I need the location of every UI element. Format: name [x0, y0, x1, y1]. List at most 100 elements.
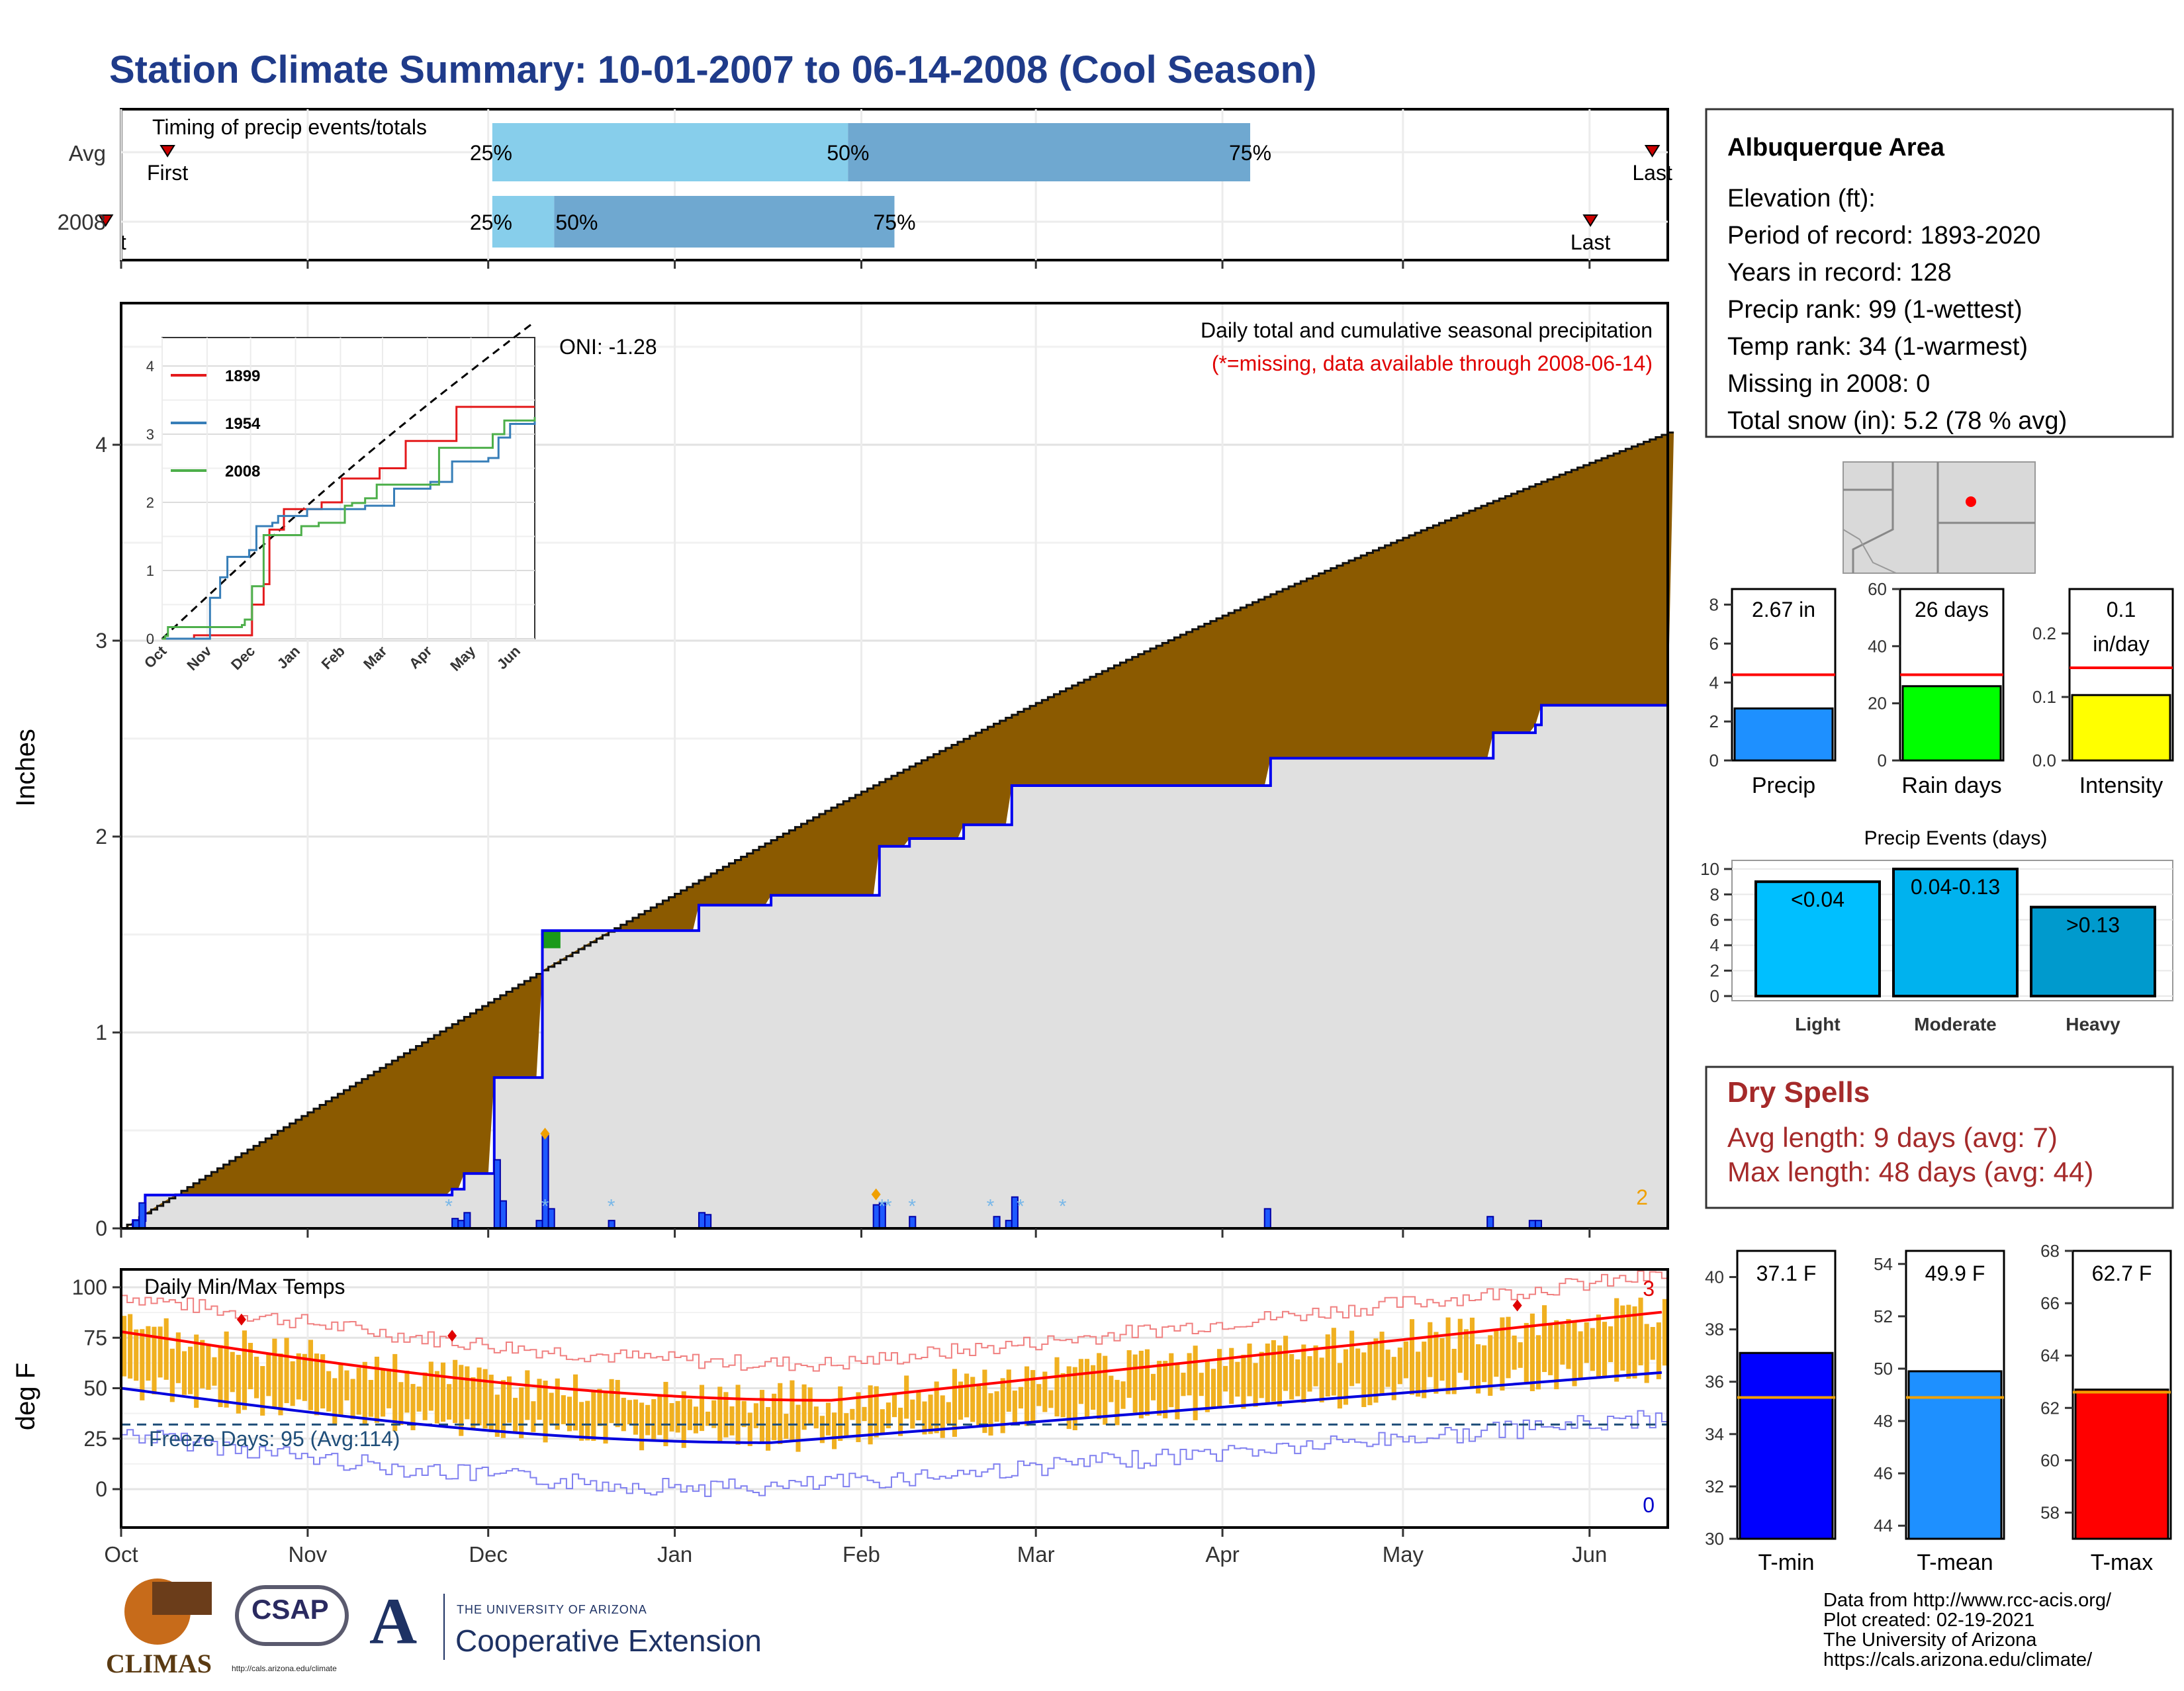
daily-temp-bar: [772, 1393, 777, 1440]
daily-temp-bar: [1590, 1328, 1595, 1371]
precip-average-cumulative-line: [121, 432, 1674, 1230]
timing-p50-2008: 50%: [555, 210, 598, 234]
daily-temp-bar: [1253, 1363, 1258, 1407]
month-label-Jun: Jun: [1572, 1542, 1607, 1567]
snow-marker-2: *: [608, 1195, 615, 1217]
daily-temp-bar: [1132, 1354, 1138, 1413]
month-label-Apr: Apr: [1205, 1542, 1239, 1567]
daily-temp-bar: [1428, 1322, 1433, 1377]
daily-temp-bar: [1181, 1373, 1186, 1396]
daily-temp-bar: [729, 1406, 735, 1436]
daily-temp-bar: [663, 1381, 668, 1447]
daily-temp-bar: [657, 1395, 662, 1436]
daily-temp-bar: [1048, 1390, 1054, 1408]
daily-temp-bar: [825, 1402, 831, 1436]
month-label-Feb: Feb: [842, 1542, 880, 1567]
daily-temp-bar: [1482, 1345, 1487, 1383]
daily-temp-bar: [1644, 1324, 1649, 1383]
daily-temp-bar: [1030, 1370, 1036, 1422]
daily-temp-bar: [1379, 1332, 1385, 1394]
inset-ytick-2: 2: [146, 494, 154, 511]
timing-title: Timing of precip events/totals: [152, 115, 427, 139]
daily-temp-bar: [477, 1367, 482, 1426]
daily-temp-bar: [1518, 1342, 1523, 1368]
daily-temp-bar: [543, 1381, 548, 1443]
temp-summary-ytick: 36: [1705, 1372, 1724, 1392]
events-category-heavy: Heavy: [2066, 1014, 2120, 1034]
daily-precip-record-marker-1: [871, 1188, 881, 1201]
daily-temp-bar: [1596, 1314, 1601, 1379]
timing-p75-Avg: 75%: [1229, 141, 1271, 165]
mini-chart-rain-days: 26 days 0 20 40 60 Rain days: [1868, 579, 2005, 798]
daily-temp-bar: [1488, 1335, 1493, 1396]
events-ytick: 10: [1700, 859, 1719, 879]
daily-temp-bar: [1650, 1326, 1655, 1360]
daily-temp-bar: [1433, 1332, 1439, 1394]
daily-temp-bar: [1451, 1349, 1457, 1394]
daily-precip-bar-20: [1486, 1216, 1494, 1229]
timing-bar-q3-2008: [554, 196, 895, 248]
inset-ytick-0: 0: [146, 631, 154, 647]
daily-temp-bar: [1319, 1357, 1324, 1402]
daily-temp-bar: [801, 1384, 807, 1430]
station-line-5: Temp rank: 34 (1-warmest): [1727, 333, 2028, 361]
daily-temp-bar: [392, 1353, 398, 1432]
daily-temp-bar: [447, 1384, 452, 1420]
precip-ylabel: Inches: [11, 729, 40, 807]
daily-temp-bar: [898, 1407, 903, 1436]
station-line-7: Total snow (in): 5.2 (78 % avg): [1727, 407, 2067, 435]
month-label-Oct: Oct: [104, 1542, 138, 1567]
mini-value-text: 0.1: [2107, 598, 2136, 621]
precip-ytick-3: 3: [95, 629, 107, 653]
location-map: [1843, 461, 2036, 574]
temp-summary-label: T-mean: [1917, 1550, 1993, 1575]
daily-temp-bar: [519, 1387, 524, 1439]
daily-temp-bar: [1554, 1320, 1559, 1390]
inset-ytick-1: 1: [146, 563, 154, 579]
temp-summary-ytick: 30: [1705, 1529, 1724, 1549]
daily-temp-bar: [1138, 1350, 1144, 1419]
mini-ytick: 0: [1709, 751, 1719, 770]
oni-value: ONI: -1.28: [559, 335, 657, 359]
daily-temp-bar: [1072, 1367, 1077, 1430]
temp-summary-ytick: 32: [1705, 1477, 1724, 1496]
temp-summary-ytick: 66: [2040, 1293, 2060, 1313]
daily-temp-bar: [1169, 1353, 1174, 1408]
daily-temp-bar: [1036, 1384, 1042, 1406]
daily-temp-bar: [567, 1396, 572, 1432]
daily-precip-bar-5: [493, 1159, 501, 1230]
daily-temp-bar: [1163, 1361, 1168, 1419]
temp-summary-bar: [1739, 1351, 1834, 1540]
timing-p25-2008: 25%: [470, 210, 512, 234]
daily-temp-bar: [374, 1356, 380, 1423]
daily-temp-bar: [1205, 1361, 1210, 1412]
mini-chart-precip: 2.67 in 0 2 4 6 8 Precip: [1709, 588, 1837, 798]
daily-precip-bar-11: [698, 1212, 706, 1229]
ua-logo-small-text: THE UNIVERSITY OF ARIZONA: [457, 1603, 647, 1616]
temp-panel: 0 25 50 75 100 Daily Min/Max Temps Freeze Da…: [11, 1228, 1669, 1567]
daily-temp-bar: [1157, 1361, 1162, 1416]
daily-temp-bar: [549, 1393, 554, 1426]
mini-value-bar: [1901, 685, 2002, 762]
csap-logo: CSAP http://cals.arizona.edu/climate: [232, 1582, 349, 1674]
snow-marker-8: *: [1059, 1195, 1067, 1217]
daily-temp-bar: [946, 1402, 951, 1424]
month-label-Jan: Jan: [657, 1542, 692, 1567]
daily-temp-bar: [1265, 1344, 1270, 1405]
daily-temp-bar: [531, 1401, 536, 1432]
temp-ylabel: deg F: [11, 1363, 40, 1430]
dry-spells-avg: Avg length: 9 days (avg: 7): [1727, 1122, 2058, 1153]
events-ytick: 4: [1710, 935, 1719, 955]
footer-line-1: Data from http://www.rcc-acis.org/: [1823, 1590, 2112, 1611]
footer-line-2: Plot created: 02-19-2021: [1823, 1610, 2034, 1631]
daily-temp-bar: [790, 1380, 795, 1441]
daily-temp-bar: [832, 1412, 837, 1449]
mini-value-text: 26 days: [1915, 598, 1989, 621]
daily-temp-bar: [1620, 1305, 1625, 1371]
footer-line-4: https://cals.arizona.edu/climate/: [1823, 1649, 2093, 1670]
daily-temp-bar: [482, 1369, 488, 1429]
daily-temp-bar: [128, 1314, 133, 1379]
daily-temp-bar: [753, 1403, 758, 1428]
daily-temp-bar: [1091, 1365, 1096, 1410]
logo-strip: CLIMAS CSAP http://cals.arizona.edu/clim…: [106, 1575, 768, 1681]
